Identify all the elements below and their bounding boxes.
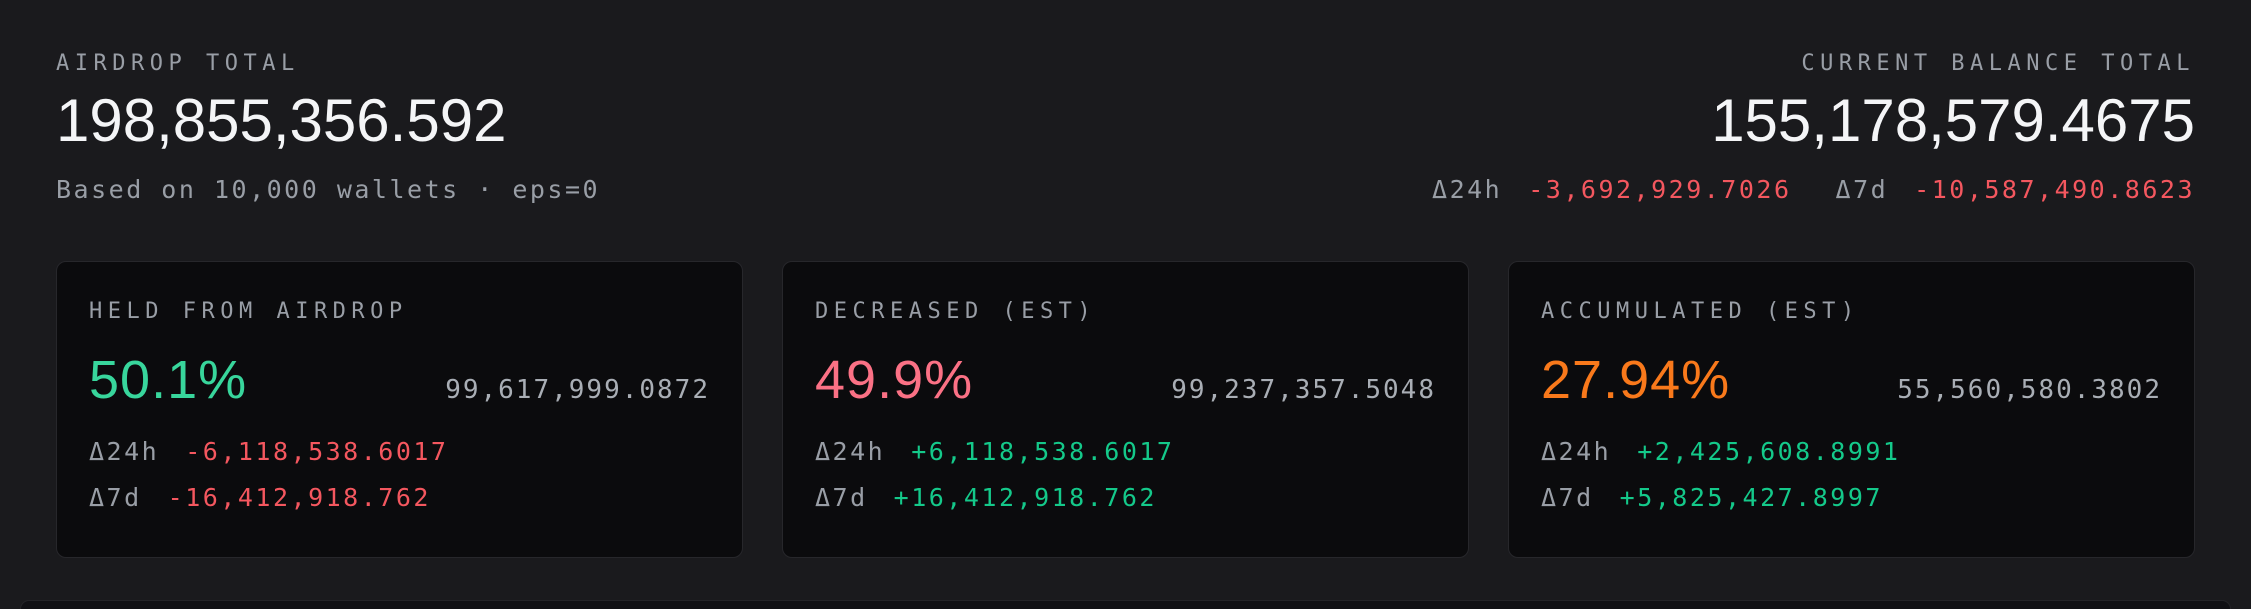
delta-7d-label: Δ7d — [815, 483, 868, 512]
delta-24h-value: +6,118,538.6017 — [911, 437, 1175, 466]
current-balance-value: 155,178,579.4675 — [1711, 87, 2195, 154]
delta-7d-value: +16,412,918.762 — [893, 483, 1157, 512]
card-deltas: Δ24h -6,118,538.6017 Δ7d -16,412,918.762 — [89, 437, 710, 513]
percent-row: 27.94% 55,560,580.3802 — [1541, 351, 2162, 409]
percent-row: 49.9% 99,237,357.5048 — [815, 351, 1436, 409]
card-deltas: Δ24h +6,118,538.6017 Δ7d +16,412,918.762 — [815, 437, 1436, 513]
delta-row-7d: Δ7d +16,412,918.762 — [815, 483, 1436, 513]
delta-7d-label: Δ7d — [89, 483, 142, 512]
delta-24h-value: -6,118,538.6017 — [185, 437, 449, 466]
held-percent: 50.1% — [89, 350, 248, 410]
balance-delta-24h: Δ24h -3,692,929.7026 — [1432, 175, 1792, 205]
airdrop-total-value: 198,855,356.592 — [56, 87, 507, 154]
decreased-value: 99,237,357.5048 — [1171, 375, 1436, 405]
delta-row-7d: Δ7d -16,412,918.762 — [89, 483, 710, 513]
card-held-from-airdrop: HELD FROM AIRDROP 50.1% 99,617,999.0872 … — [56, 261, 743, 558]
balance-delta-line: Δ24h -3,692,929.7026 Δ7d -10,587,490.862… — [1432, 175, 2195, 205]
balance-delta-7d: Δ7d -10,587,490.8623 — [1836, 175, 2195, 205]
delta-24h-label: Δ24h — [89, 437, 160, 466]
card-decreased-est: DECREASED (EST) 49.9% 99,237,357.5048 Δ2… — [782, 261, 1469, 558]
held-value: 99,617,999.0872 — [445, 375, 710, 405]
delta-row-7d: Δ7d +5,825,427.8997 — [1541, 483, 2162, 513]
delta-24h-label: Δ24h — [815, 437, 886, 466]
airdrop-total-subtitle: Based on 10,000 wallets · eps=0 — [56, 175, 601, 204]
card-deltas: Δ24h +2,425,608.8991 Δ7d +5,825,427.8997 — [1541, 437, 2162, 513]
accumulated-value: 55,560,580.3802 — [1897, 375, 2162, 405]
card-title: ACCUMULATED (EST) — [1541, 299, 1860, 324]
delta-row-24h: Δ24h +2,425,608.8991 — [1541, 437, 2162, 467]
delta-7d-value: +5,825,427.8997 — [1619, 483, 1883, 512]
percent-row: 50.1% 99,617,999.0872 — [89, 351, 710, 409]
accumulated-percent: 27.94% — [1541, 350, 1731, 410]
delta-24h-value: -3,692,929.7026 — [1528, 175, 1792, 204]
header: AIRDROP TOTAL 198,855,356.592 Based on 1… — [56, 50, 2195, 205]
delta-24h-label: Δ24h — [1541, 437, 1612, 466]
stat-cards: HELD FROM AIRDROP 50.1% 99,617,999.0872 … — [56, 261, 2195, 558]
current-balance-block: CURRENT BALANCE TOTAL 155,178,579.4675 Δ… — [1432, 50, 2195, 205]
delta-24h-label: Δ24h — [1432, 175, 1503, 204]
delta-row-24h: Δ24h -6,118,538.6017 — [89, 437, 710, 467]
delta-7d-value: -10,587,490.8623 — [1914, 175, 2195, 204]
current-balance-label: CURRENT BALANCE TOTAL — [1801, 51, 2195, 76]
delta-7d-label: Δ7d — [1541, 483, 1594, 512]
card-title: DECREASED (EST) — [815, 299, 1097, 324]
card-title: HELD FROM AIRDROP — [89, 299, 408, 324]
card-accumulated-est: ACCUMULATED (EST) 27.94% 55,560,580.3802… — [1508, 261, 2195, 558]
airdrop-total-block: AIRDROP TOTAL 198,855,356.592 Based on 1… — [56, 50, 600, 205]
next-section-edge — [20, 600, 2231, 609]
airdrop-total-label: AIRDROP TOTAL — [56, 51, 300, 76]
decreased-percent: 49.9% — [815, 350, 974, 410]
delta-7d-label: Δ7d — [1835, 175, 1889, 204]
delta-24h-value: +2,425,608.8991 — [1637, 437, 1901, 466]
delta-7d-value: -16,412,918.762 — [167, 483, 431, 512]
delta-row-24h: Δ24h +6,118,538.6017 — [815, 437, 1436, 467]
